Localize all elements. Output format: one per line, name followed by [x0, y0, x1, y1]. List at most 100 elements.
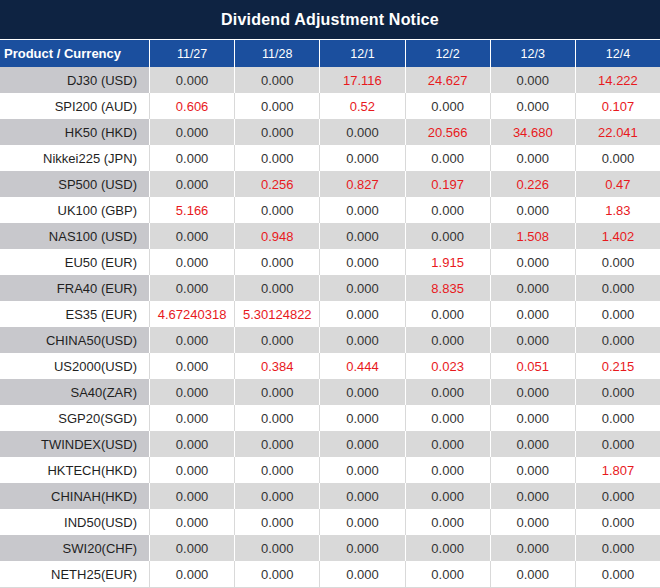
- dividend-value-cell: 0.606: [149, 93, 234, 119]
- dividend-value-cell: 0.000: [575, 379, 660, 405]
- column-header-date: 11/28: [234, 40, 319, 67]
- dividend-value-cell: 1.915: [405, 249, 490, 275]
- dividend-value-cell: 0.000: [149, 223, 234, 249]
- dividend-value-cell: 0.000: [490, 67, 575, 93]
- table-row: FRA40 (EUR)0.0000.0000.0008.8350.0000.00…: [0, 275, 660, 301]
- dividend-value-cell: 0.000: [319, 249, 404, 275]
- dividend-value-cell: 0.000: [234, 405, 319, 431]
- dividend-value-cell: 0.948: [234, 223, 319, 249]
- dividend-value-cell: 0.000: [149, 249, 234, 275]
- dividend-value-cell: 0.000: [405, 197, 490, 223]
- dividend-value-cell: 0.000: [149, 561, 234, 587]
- dividend-value-cell: 8.835: [405, 275, 490, 301]
- dividend-value-cell: 0.000: [319, 535, 404, 561]
- dividend-value-cell: 0.000: [149, 67, 234, 93]
- dividend-value-cell: 0.000: [319, 509, 404, 535]
- dividend-value-cell: 0.000: [575, 145, 660, 171]
- dividend-value-cell: 0.000: [405, 405, 490, 431]
- product-currency-label: SGP20(SGD): [0, 405, 149, 431]
- product-currency-label: CHINAH(HKD): [0, 483, 149, 509]
- dividend-value-cell: 0.000: [575, 327, 660, 353]
- dividend-value-cell: 22.041: [575, 119, 660, 145]
- dividend-value-cell: 34.680: [490, 119, 575, 145]
- table-row: TWINDEX(USD)0.0000.0000.0000.0000.0000.0…: [0, 431, 660, 457]
- dividend-value-cell: 0.000: [490, 431, 575, 457]
- table-row: ES35 (EUR)4.672403185.301248220.0000.000…: [0, 301, 660, 327]
- table-row: HK50 (HKD)0.0000.0000.00020.56634.68022.…: [0, 119, 660, 145]
- dividend-value-cell: 0.000: [149, 483, 234, 509]
- dividend-value-cell: 0.000: [405, 535, 490, 561]
- dividend-value-cell: 0.000: [319, 431, 404, 457]
- dividend-value-cell: 0.000: [234, 431, 319, 457]
- table-body: DJ30 (USD)0.0000.00017.11624.6270.00014.…: [0, 67, 660, 588]
- dividend-value-cell: 0.000: [319, 379, 404, 405]
- column-header-product-currency: Product / Currency: [0, 40, 149, 67]
- column-header-date: 12/3: [490, 40, 575, 67]
- dividend-value-cell: 0.000: [149, 119, 234, 145]
- product-currency-label: UK100 (GBP): [0, 197, 149, 223]
- product-currency-label: SP500 (USD): [0, 171, 149, 197]
- dividend-value-cell: 0.000: [149, 171, 234, 197]
- dividend-value-cell: 0.000: [149, 457, 234, 483]
- dividend-value-cell: 4.67240318: [149, 301, 234, 327]
- product-currency-label: SWI20(CHF): [0, 535, 149, 561]
- dividend-value-cell: 0.000: [405, 223, 490, 249]
- table-row: NAS100 (USD)0.0000.9480.0000.0001.5081.4…: [0, 223, 660, 249]
- dividend-value-cell: 17.116: [319, 67, 404, 93]
- table-row: SGP20(SGD)0.0000.0000.0000.0000.0000.000: [0, 405, 660, 431]
- dividend-value-cell: 24.627: [405, 67, 490, 93]
- dividend-value-cell: 0.827: [319, 171, 404, 197]
- dividend-value-cell: 0.000: [490, 405, 575, 431]
- dividend-value-cell: 0.000: [405, 561, 490, 587]
- table-header-row: Product / Currency 11/2711/2812/112/212/…: [0, 39, 660, 67]
- dividend-value-cell: 0.000: [319, 275, 404, 301]
- dividend-value-cell: 0.000: [234, 67, 319, 93]
- product-currency-label: TWINDEX(USD): [0, 431, 149, 457]
- dividend-value-cell: 0.000: [319, 327, 404, 353]
- dividend-value-cell: 0.000: [234, 457, 319, 483]
- dividend-value-cell: 0.000: [490, 327, 575, 353]
- dividend-value-cell: 0.000: [234, 561, 319, 587]
- panel-title: Dividend Adjustment Notice: [0, 0, 660, 39]
- dividend-value-cell: 5.166: [149, 197, 234, 223]
- dividend-value-cell: 0.000: [149, 275, 234, 301]
- dividend-value-cell: 0.444: [319, 353, 404, 379]
- product-currency-label: SPI200 (AUD): [0, 93, 149, 119]
- dividend-value-cell: 0.000: [234, 379, 319, 405]
- dividend-value-cell: 0.000: [575, 483, 660, 509]
- dividend-value-cell: 0.000: [319, 301, 404, 327]
- dividend-value-cell: 0.000: [319, 405, 404, 431]
- table-row: SPI200 (AUD)0.6060.0000.520.0000.0000.10…: [0, 93, 660, 119]
- dividend-value-cell: 0.197: [405, 171, 490, 197]
- product-currency-label: NETH25(EUR): [0, 561, 149, 587]
- table-row: IND50(USD)0.0000.0000.0000.0000.0000.000: [0, 509, 660, 535]
- product-currency-label: NAS100 (USD): [0, 223, 149, 249]
- dividend-value-cell: 0.000: [405, 431, 490, 457]
- dividend-value-cell: 0.000: [319, 483, 404, 509]
- dividend-value-cell: 0.000: [490, 145, 575, 171]
- dividend-value-cell: 0.107: [575, 93, 660, 119]
- dividend-value-cell: 0.023: [405, 353, 490, 379]
- dividend-value-cell: 0.000: [149, 405, 234, 431]
- dividend-value-cell: 0.256: [234, 171, 319, 197]
- dividend-value-cell: 0.000: [575, 301, 660, 327]
- dividend-value-cell: 0.000: [234, 249, 319, 275]
- dividend-value-cell: 0.000: [234, 93, 319, 119]
- dividend-value-cell: 0.000: [149, 509, 234, 535]
- dividend-value-cell: 0.000: [234, 327, 319, 353]
- dividend-value-cell: 0.000: [149, 327, 234, 353]
- dividend-value-cell: 0.000: [490, 93, 575, 119]
- product-currency-label: HKTECH(HKD): [0, 457, 149, 483]
- dividend-value-cell: 0.000: [405, 327, 490, 353]
- dividend-value-cell: 0.000: [405, 483, 490, 509]
- dividend-value-cell: 0.52: [319, 93, 404, 119]
- table-row: DJ30 (USD)0.0000.00017.11624.6270.00014.…: [0, 67, 660, 93]
- column-header-date: 12/1: [319, 40, 404, 67]
- table-row: CHINA50(USD)0.0000.0000.0000.0000.0000.0…: [0, 327, 660, 353]
- table-row: EU50 (EUR)0.0000.0000.0001.9150.0000.000: [0, 249, 660, 275]
- dividend-value-cell: 0.000: [405, 379, 490, 405]
- dividend-value-cell: 0.000: [319, 223, 404, 249]
- dividend-value-cell: 0.47: [575, 171, 660, 197]
- dividend-value-cell: 0.000: [490, 561, 575, 587]
- dividend-value-cell: 0.000: [234, 145, 319, 171]
